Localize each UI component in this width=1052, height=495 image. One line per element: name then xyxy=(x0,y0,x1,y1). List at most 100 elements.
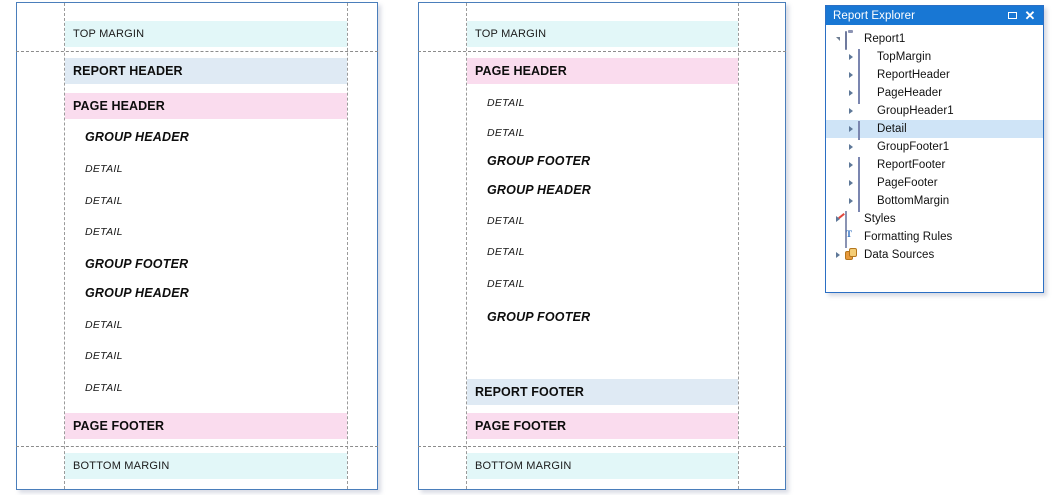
report-explorer-title: Report Explorer xyxy=(833,9,916,22)
report-explorer-tree[interactable]: Report1 TopMargin ReportHeader PageHeader Gr… xyxy=(826,25,1043,264)
band-detail-5[interactable]: DETAIL xyxy=(65,346,347,366)
band-group-footer-1[interactable]: GROUP FOOTER xyxy=(467,150,738,172)
restore-icon xyxy=(1007,12,1017,19)
band-label-detail-4: DETAIL xyxy=(487,246,525,258)
band-group-header-2[interactable]: GROUP HEADER xyxy=(65,282,347,304)
tree-item-label: PageHeader xyxy=(877,87,943,99)
bottommargin-icon xyxy=(858,193,872,212)
band-label-detail-1: DETAIL xyxy=(487,97,525,109)
topmargin-icon xyxy=(858,49,872,68)
band-label-detail-5: DETAIL xyxy=(85,350,123,362)
band-label-detail-2: DETAIL xyxy=(85,195,123,207)
band-page-header[interactable]: PAGE HEADER xyxy=(65,93,347,119)
tree-item-formattingrules[interactable]: Formatting Rules xyxy=(826,228,1043,248)
band-label-detail-3: DETAIL xyxy=(487,215,525,227)
band-label-group-footer-2: GROUP FOOTER xyxy=(487,310,591,324)
tree-item-label: TopMargin xyxy=(877,51,932,63)
band-label-group-header-1: GROUP HEADER xyxy=(85,130,190,144)
chevron-right-icon[interactable] xyxy=(844,66,858,84)
report-page-2[interactable]: TOP MARGIN PAGE HEADER DETAIL DETAIL GROUP F… xyxy=(418,2,786,490)
restore-button[interactable] xyxy=(1003,7,1021,24)
band-bottom-margin[interactable]: BOTTOM MARGIN xyxy=(65,453,347,479)
tree-item-label: GroupHeader1 xyxy=(877,105,954,117)
band-label-detail-1: DETAIL xyxy=(85,163,123,175)
band-label-detail-4: DETAIL xyxy=(85,319,123,331)
band-group-footer-1[interactable]: GROUP FOOTER xyxy=(65,253,347,275)
tree-item-label: Report1 xyxy=(864,33,906,45)
rules-icon xyxy=(845,229,859,248)
band-label-group-header-1: GROUP HEADER xyxy=(487,183,592,197)
tree-item-reportheader[interactable]: ReportHeader xyxy=(826,66,1043,86)
chevron-right-icon[interactable] xyxy=(844,156,858,174)
band-detail-3[interactable]: DETAIL xyxy=(467,211,738,231)
band-label-bottom-margin: BOTTOM MARGIN xyxy=(475,460,572,472)
band-detail-4[interactable]: DETAIL xyxy=(467,242,738,262)
tree-item-groupheader1[interactable]: GroupHeader1 xyxy=(826,102,1043,120)
band-detail-4[interactable]: DETAIL xyxy=(65,315,347,335)
tree-item-datasources[interactable]: Data Sources xyxy=(826,246,1043,264)
band-detail-2[interactable]: DETAIL xyxy=(65,191,347,211)
chevron-right-icon[interactable] xyxy=(831,210,845,228)
band-detail-2[interactable]: DETAIL xyxy=(467,123,738,143)
band-top-margin[interactable]: TOP MARGIN xyxy=(467,21,738,47)
report-page-1[interactable]: TOP MARGIN REPORT HEADER PAGE HEADER GROUP … xyxy=(16,2,378,490)
band-group-header-1[interactable]: GROUP HEADER xyxy=(65,126,347,148)
band-label-bottom-margin: BOTTOM MARGIN xyxy=(73,460,170,472)
datasource-icon xyxy=(845,248,859,262)
page-1-bottom-margin-guide xyxy=(16,446,378,447)
chevron-right-icon[interactable] xyxy=(844,84,858,102)
groupheader-icon xyxy=(858,104,872,118)
tree-item-label: Styles xyxy=(864,213,896,225)
close-icon: ✕ xyxy=(1024,8,1036,23)
band-detail-1[interactable]: DETAIL xyxy=(467,93,738,113)
chevron-right-icon[interactable] xyxy=(844,48,858,66)
tree-item-report1[interactable]: Report1 xyxy=(826,30,1043,50)
band-page-footer[interactable]: PAGE FOOTER xyxy=(467,413,738,439)
band-label-top-margin: TOP MARGIN xyxy=(475,28,547,40)
band-group-header-1[interactable]: GROUP HEADER xyxy=(467,179,738,201)
band-report-header[interactable]: REPORT HEADER xyxy=(65,58,347,84)
close-button[interactable]: ✕ xyxy=(1021,7,1039,24)
band-page-header[interactable]: PAGE HEADER xyxy=(467,58,738,84)
band-group-footer-2[interactable]: GROUP FOOTER xyxy=(467,306,738,328)
band-label-group-footer-1: GROUP FOOTER xyxy=(85,257,189,271)
band-label-report-footer: REPORT FOOTER xyxy=(475,385,584,399)
tree-item-bottommargin[interactable]: BottomMargin xyxy=(826,192,1043,212)
band-detail-6[interactable]: DETAIL xyxy=(65,378,347,398)
chevron-right-icon[interactable] xyxy=(844,192,858,210)
band-label-detail-3: DETAIL xyxy=(85,226,123,238)
tree-item-reportfooter[interactable]: ReportFooter xyxy=(826,156,1043,176)
band-report-footer[interactable]: REPORT FOOTER xyxy=(467,379,738,405)
tree-item-pagefooter[interactable]: PageFooter xyxy=(826,174,1043,194)
page-2-bottom-margin-guide xyxy=(418,446,786,447)
tree-item-label: ReportFooter xyxy=(877,159,946,171)
tree-item-styles[interactable]: Styles xyxy=(826,210,1043,230)
tree-item-detail[interactable]: Detail xyxy=(826,120,1043,140)
chevron-right-icon[interactable] xyxy=(844,120,858,138)
reportfooter-icon xyxy=(858,157,872,176)
band-label-detail-2: DETAIL xyxy=(487,127,525,139)
band-label-detail-5: DETAIL xyxy=(487,278,525,290)
band-label-page-header: PAGE HEADER xyxy=(475,64,567,78)
tree-item-topmargin[interactable]: TopMargin xyxy=(826,48,1043,68)
chevron-right-icon[interactable] xyxy=(844,138,858,156)
band-detail-1[interactable]: DETAIL xyxy=(65,159,347,179)
tree-item-groupfooter1[interactable]: GroupFooter1 xyxy=(826,138,1043,156)
band-page-footer[interactable]: PAGE FOOTER xyxy=(65,413,347,439)
band-bottom-margin[interactable]: BOTTOM MARGIN xyxy=(467,453,738,479)
chevron-right-icon[interactable] xyxy=(844,174,858,192)
report-explorer-titlebar[interactable]: Report Explorer ✕ xyxy=(826,6,1043,25)
report-explorer-panel[interactable]: Report Explorer ✕ Report1 TopMargin Report… xyxy=(825,5,1044,293)
tree-item-pageheader[interactable]: PageHeader xyxy=(826,84,1043,104)
band-detail-3[interactable]: DETAIL xyxy=(65,222,347,242)
chevron-right-icon[interactable] xyxy=(831,246,845,264)
chevron-down-icon[interactable] xyxy=(831,30,845,48)
tree-item-label: ReportHeader xyxy=(877,69,950,81)
band-top-margin[interactable]: TOP MARGIN xyxy=(65,21,347,47)
pagefooter-icon xyxy=(858,175,872,194)
band-detail-5[interactable]: DETAIL xyxy=(467,274,738,294)
expander-placeholder xyxy=(831,228,845,246)
tree-item-label: Formatting Rules xyxy=(864,231,953,243)
chevron-right-icon[interactable] xyxy=(844,102,858,120)
